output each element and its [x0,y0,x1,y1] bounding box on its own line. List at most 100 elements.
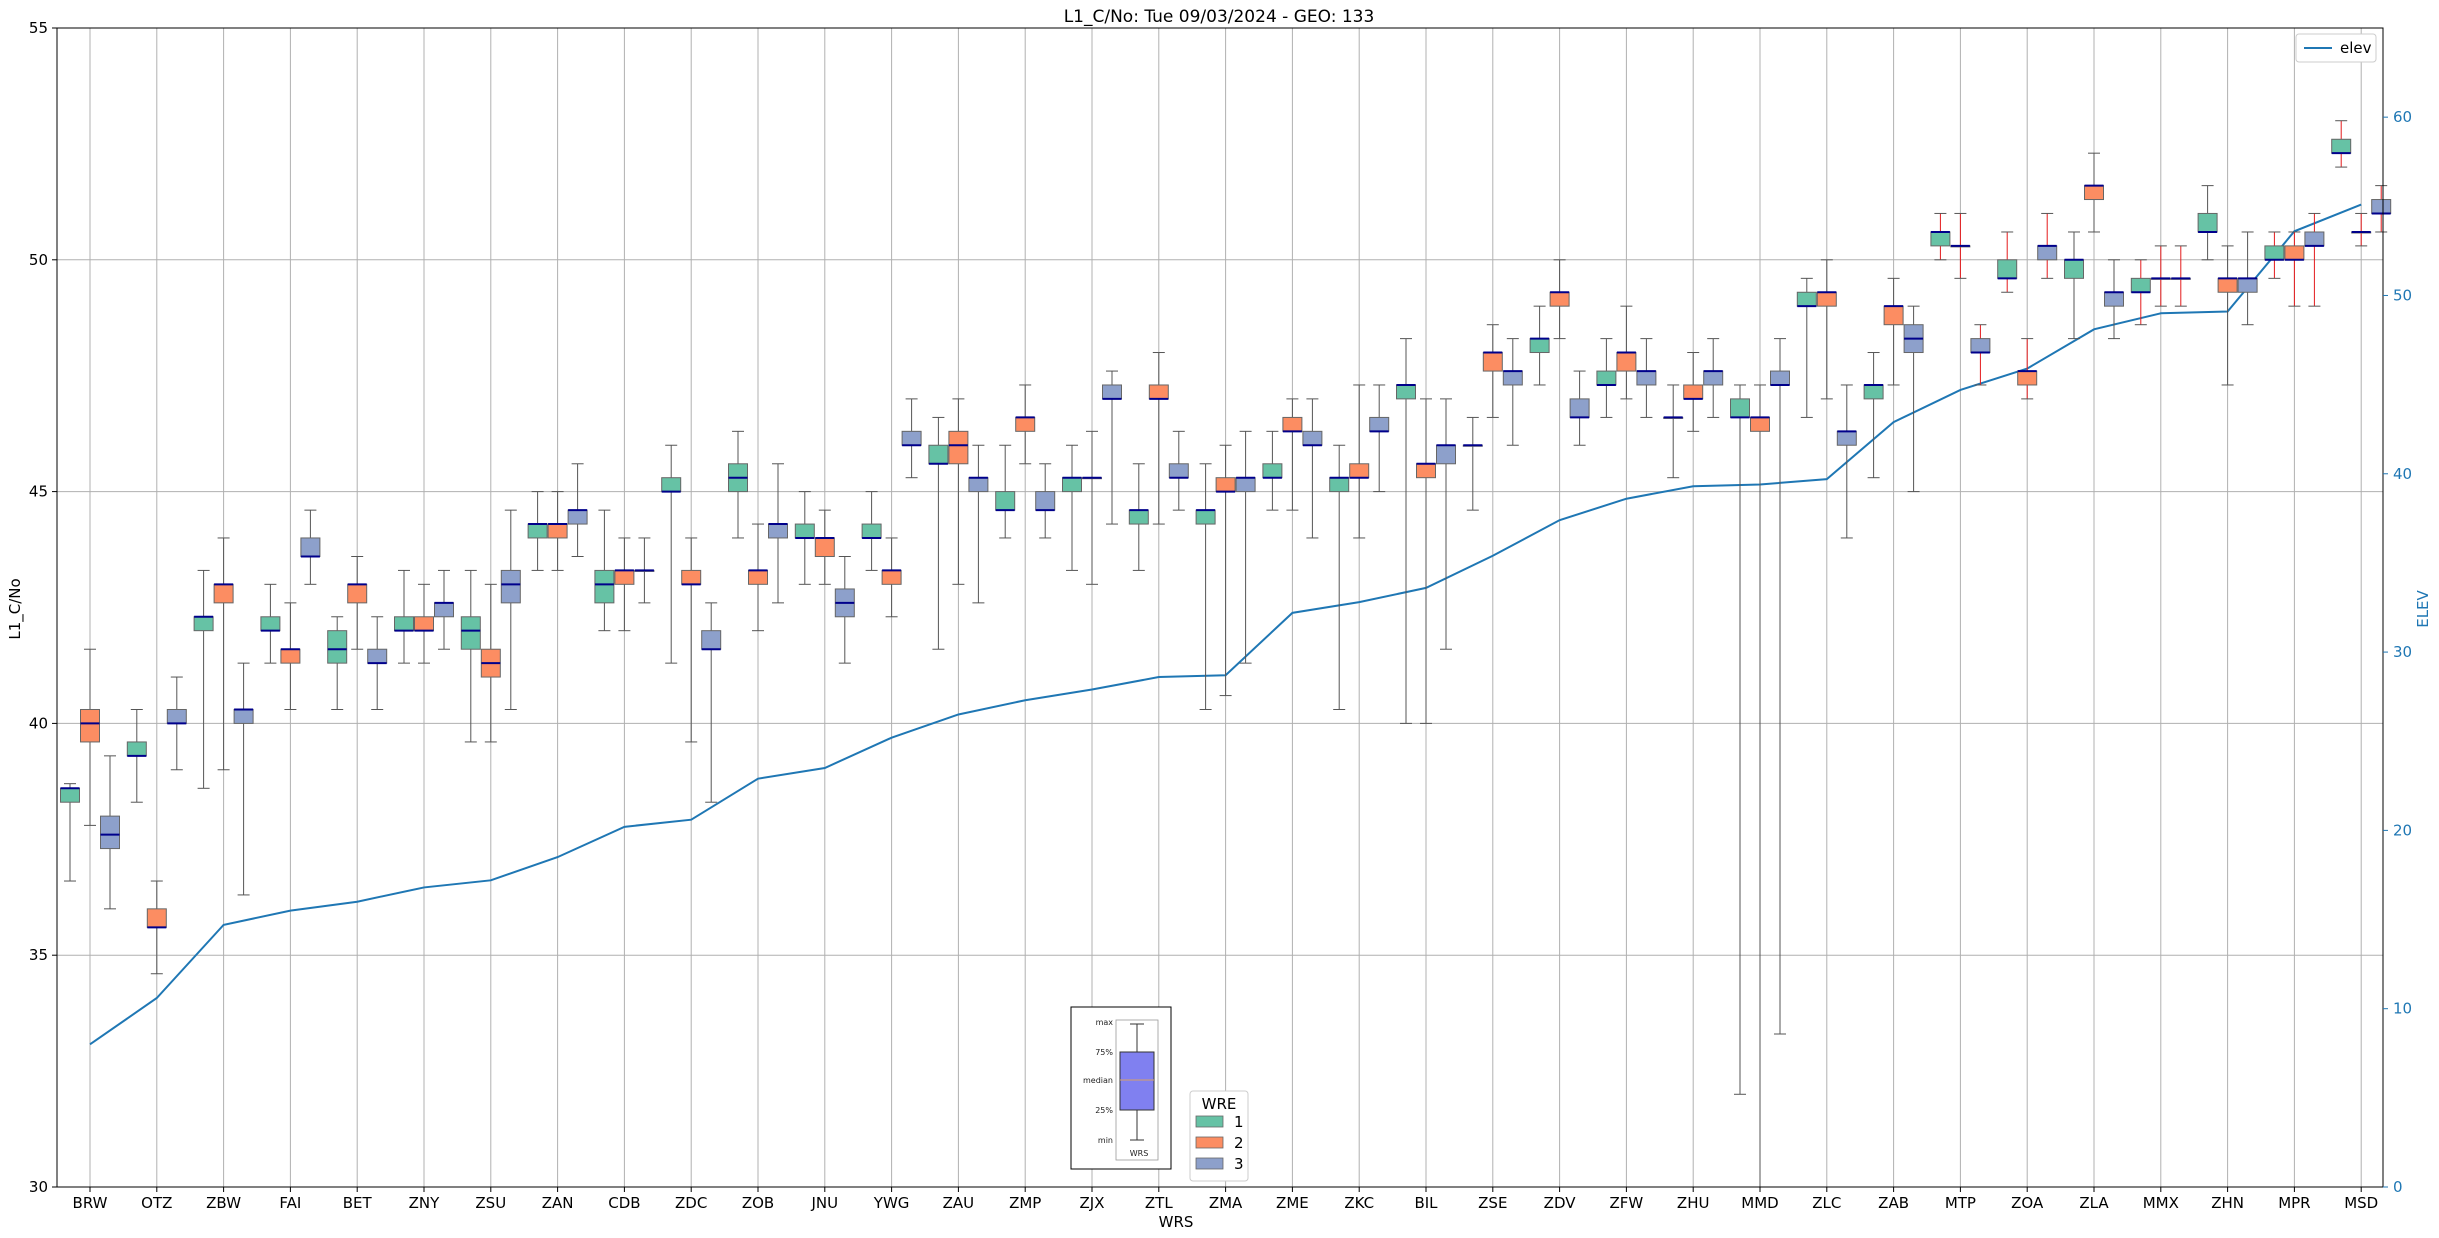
box-iqr [2037,245,2058,261]
box-iqr [2197,212,2218,233]
box-iqr [1883,305,1904,326]
box-iqr [1416,463,1436,479]
box-cdb-wre1 [594,509,615,632]
box-iqr [948,430,969,465]
box-iqr [1683,384,1704,400]
inset-label-q3: 75% [1095,1048,1113,1057]
x-tick-label: ZOB [742,1194,774,1212]
box-iqr [748,569,768,585]
box-mtp-wre2 [1950,212,1971,279]
inset-label-min: min [1098,1136,1113,1145]
box-iqr [1302,430,1323,446]
box-iqr [594,569,615,604]
box-zkc-wre2 [1349,384,1370,539]
box-mmd-wre2 [1750,384,1770,1188]
box-zla-wre3 [2104,259,2124,340]
box-iqr [1549,291,1570,307]
box-iqr [2017,370,2038,386]
x-tick-label: ZDV [1544,1194,1577,1212]
box-iqr [1596,370,1617,386]
y2-tick-label: 0 [2393,1178,2403,1196]
box-bil-wre2 [1416,398,1436,724]
box-zdc-wre2 [681,537,702,743]
box-zoa-wre3 [2037,212,2058,279]
box-iqr [193,616,214,632]
x-tick-label: MSD [2344,1194,2378,1212]
box-zmp-wre1 [995,444,1016,539]
y2-tick-label: 20 [2393,821,2412,839]
box-iqr [901,430,922,446]
box-iqr [233,708,254,724]
box-zau-wre2 [948,398,969,585]
box-mmx-wre3 [2170,245,2191,307]
box-zob-wre2 [748,523,768,632]
box-iqr [1636,370,1657,386]
box-zse-wre1 [1462,416,1483,511]
x-tick-label: BRW [73,1194,108,1212]
x-tick-label: JNU [810,1194,838,1212]
box-zlc-wre1 [1796,277,1817,418]
box-iqr [1997,259,2018,279]
y2-axis-title: ELEV [2414,589,2432,627]
y2-tick-label: 10 [2393,1000,2412,1018]
y-tick-label: 50 [29,251,48,269]
box-ztl-wre3 [1168,430,1189,511]
box-zab-wre1 [1863,352,1884,479]
inset-label-median: median [1083,1076,1113,1085]
box-iqr [1750,416,1770,432]
box-zdc-wre3 [701,602,722,803]
box-zsu-wre2 [480,583,501,743]
box-iqr [614,569,635,585]
x-tick-label: ZAB [1878,1194,1909,1212]
y2-tick-labels: 0 10 20 30 40 50 60 [2383,108,2412,1196]
box-zfw-wre1 [1596,338,1617,418]
x-tick-label: ZBW [206,1194,241,1212]
box-iqr [928,444,949,465]
box-iqr [1168,463,1189,479]
box-iqr [1703,370,1724,386]
y-tick-label: 35 [29,946,48,964]
x-tick-label: MMD [1741,1194,1778,1212]
box-otz-wre3 [166,676,187,771]
box-zsu-wre3 [500,509,521,710]
box-iqr [1062,477,1082,493]
box-iqr [2104,291,2124,307]
inset-xlabel: WRS [1130,1149,1149,1158]
box-iqr [1436,444,1456,465]
box-iqr [60,787,80,803]
x-tick-label: ZMP [1009,1194,1041,1212]
x-tick-label: ZFW [1610,1194,1644,1212]
box-zab-wre2 [1883,277,1904,386]
box-iqr [1215,477,1236,493]
box-iqr [2130,277,2151,293]
wre-legend-swatch-3 [1195,1157,1224,1170]
x-tick-label: ZLA [2079,1194,2109,1212]
box-mpr-wre1 [2264,231,2285,279]
box-ztl-wre2 [1148,352,1169,525]
box-iqr [2371,199,2392,214]
inset-box [1119,1051,1155,1111]
box-zfw-wre2 [1616,305,1637,400]
box-iqr [367,648,388,664]
x-tick-label: BIL [1414,1194,1438,1212]
x-tick-label: ZTL [1145,1194,1173,1212]
box-iqr [166,708,187,724]
box-msd-wre1 [2331,120,2352,168]
box-iqr [547,523,568,539]
box-zjx-wre2 [1082,430,1102,585]
box-iqr [995,491,1016,511]
box-mtp-wre3 [1970,324,1991,386]
box-zau-wre1 [928,416,949,650]
box-iqr [1195,509,1216,525]
box-zkc-wre1 [1329,444,1350,710]
box-zhu-wre2 [1683,352,1704,432]
box-zse-wre3 [1502,338,1523,446]
box-iqr [2084,185,2104,201]
y2-tick-label: 30 [2393,643,2412,661]
box-zob-wre1 [728,430,748,539]
box-iqr [1970,338,1991,354]
wre-legend: WRE 1 2 3 [1189,1090,1249,1182]
box-iqr [567,509,588,525]
y-tick-label: 40 [29,714,48,732]
x-axis-title: WRS [1159,1213,1194,1231]
